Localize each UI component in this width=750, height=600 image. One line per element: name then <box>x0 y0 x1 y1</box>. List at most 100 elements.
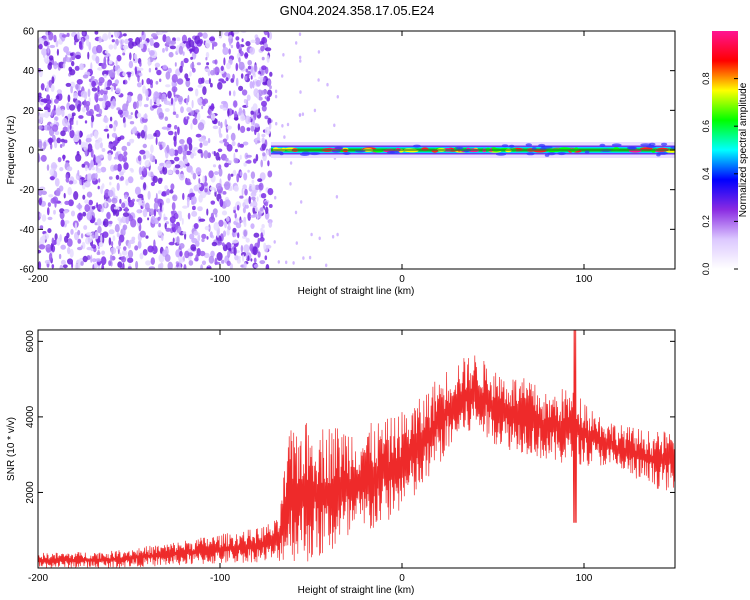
spectrogram-noise-blob <box>111 241 114 247</box>
spectrogram-noise-blob <box>222 47 229 55</box>
spectrogram-noise-blob <box>204 175 208 183</box>
spectrogram-noise-blob <box>59 211 65 220</box>
spectrogram-noise-blob <box>261 100 267 107</box>
spectrogram-noise-blob <box>96 251 101 256</box>
spectrogram-noise-blob <box>88 199 93 206</box>
signal-side-blob <box>300 153 310 156</box>
spectrogram-noise-blob <box>149 135 154 140</box>
spectrogram-noise-blob <box>238 107 243 115</box>
spectrogram-noise-blob <box>194 35 201 45</box>
spectrogram-noise-blob <box>254 123 260 128</box>
y-tick-label: 4000 <box>25 405 36 428</box>
spectrogram-noise-blob <box>189 71 192 77</box>
spectrogram-noise-blob <box>137 74 140 83</box>
spectrogram-noise-blob <box>173 88 176 97</box>
spectrogram-noise-blob <box>140 205 143 209</box>
y-tick-label: -20 <box>20 185 35 196</box>
spectrogram-noise-blob <box>205 57 208 61</box>
spectrogram-noise-blob <box>174 213 179 220</box>
spectrogram-noise-blob <box>38 249 42 254</box>
spectrogram-noise-blob <box>54 130 60 136</box>
spectrogram-noise-blob <box>167 90 172 99</box>
spectrogram-noise-blob <box>235 217 239 223</box>
spectrogram-noise-blob <box>45 31 49 38</box>
spectrogram-noise-blob <box>122 103 128 112</box>
spectrogram-noise-blob <box>220 65 224 72</box>
spectrogram-noise-blob <box>137 93 143 102</box>
spectrogram-noise-blob <box>116 245 121 250</box>
spectrogram-noise-blob <box>151 33 158 38</box>
spectrogram-noise-blob <box>200 264 203 269</box>
spectrogram-noise-blob <box>78 115 84 119</box>
spectrogram-noise-blob <box>198 218 206 222</box>
spectrogram-noise-blob <box>129 121 135 125</box>
spectrogram-noise-blob <box>159 202 162 211</box>
spectrogram-noise-blob <box>86 38 90 47</box>
spectrogram-noise-blob <box>261 133 266 138</box>
spectrogram-noise-blob <box>43 141 47 150</box>
spectrogram-noise-blob <box>250 171 256 179</box>
spectrogram-noise-blob <box>155 67 158 71</box>
spectrogram-noise-blob <box>126 141 131 147</box>
spectrogram-noise-blob <box>231 140 236 147</box>
spectrogram-noise-blob <box>73 92 79 99</box>
spectrogram-noise-blob <box>94 31 99 35</box>
spectrogram-noise-blob <box>233 206 237 211</box>
spectrogram-noise-blob <box>168 51 174 58</box>
spectrogram-noise-blob <box>69 248 74 258</box>
spectrogram-noise-blob <box>200 151 204 159</box>
spectrogram-noise-blob <box>127 242 131 249</box>
spectrogram-noise-blob <box>60 244 66 250</box>
spectrogram-noise-blob <box>245 41 251 47</box>
spectrogram-noise-blob <box>46 164 50 171</box>
spectrogram-noise-blob <box>232 227 237 233</box>
x-tick-label: 100 <box>576 573 593 584</box>
spectrogram-noise-blob <box>41 214 47 222</box>
spectrogram-scatter-point <box>283 135 286 139</box>
spectrogram-noise-blob <box>119 171 124 176</box>
spectrogram-noise-blob <box>225 77 229 82</box>
spectrogram-noise-blob <box>203 150 209 159</box>
spectrogram-noise-blob <box>70 228 74 235</box>
spectrogram-noise-blob <box>137 155 142 162</box>
spectrogram-noise-blob <box>260 232 264 239</box>
spectrogram-noise-blob <box>242 141 249 146</box>
spectrogram-noise-blob <box>212 125 219 130</box>
spectrogram-noise-blob <box>86 211 93 221</box>
spectrogram-noise-blob <box>258 76 264 80</box>
spectrogram-noise-blob <box>43 57 48 63</box>
spectrogram-noise-blob <box>223 57 226 66</box>
spectrogram-noise-blob <box>227 173 231 181</box>
spectrogram-noise-blob <box>198 77 203 85</box>
spectrogram-noise-blob <box>105 86 111 90</box>
spectrogram-noise-blob <box>203 181 208 187</box>
spectrogram-noise-blob <box>186 198 190 208</box>
spectrogram-noise-blob <box>117 163 122 172</box>
spectrogram-noise-blob <box>76 79 83 85</box>
spectrogram-noise-blob <box>82 211 87 217</box>
spectrogram-noise-blob <box>217 82 223 90</box>
spectrogram-noise-blob <box>127 249 134 259</box>
spectrogram-noise-blob <box>67 258 73 265</box>
spectrogram-noise-blob <box>38 140 43 149</box>
spectrogram-noise-blob <box>214 59 218 65</box>
spectrogram-noise-blob <box>53 104 56 111</box>
spectrogram-noise-blob <box>154 159 157 165</box>
spectrogram-noise-blob <box>154 62 161 68</box>
spectrogram-noise-blob <box>183 264 187 269</box>
spectrogram-noise-blob <box>44 259 51 264</box>
spectrogram-noise-blob <box>140 129 145 139</box>
spectrogram-noise-blob <box>248 196 251 204</box>
spectrogram-noise-blob <box>47 137 54 144</box>
spectrogram-noise-blob <box>243 229 248 237</box>
spectrogram-noise-blob <box>76 120 79 126</box>
spectrogram-noise-blob <box>237 204 240 209</box>
spectrogram-noise-blob <box>255 153 259 162</box>
spectrogram-noise-blob <box>201 105 204 110</box>
spectrogram-noise-blob <box>174 125 178 130</box>
spectrogram-noise-blob <box>250 258 253 262</box>
spectrogram-noise-blob <box>162 166 165 172</box>
spectrogram-noise-blob <box>267 160 270 167</box>
spectrogram-noise-blob <box>157 216 161 221</box>
spectrogram-noise-blob <box>126 71 132 75</box>
